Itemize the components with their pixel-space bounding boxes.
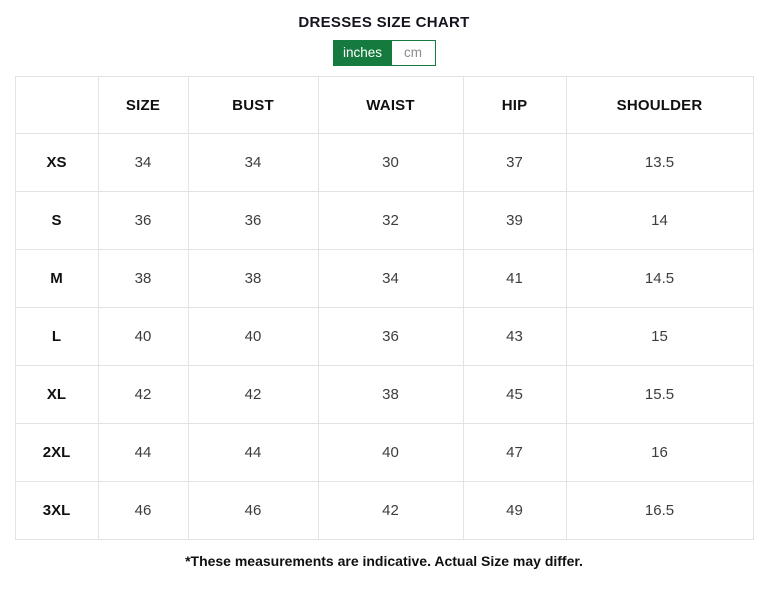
- value-cell: 40: [317, 423, 464, 482]
- table-row: M 38 38 34 41 14.5: [14, 249, 754, 308]
- value-cell: 32: [317, 191, 464, 250]
- table-row: XS 34 34 30 37 13.5: [14, 133, 754, 192]
- table-row: 2XL 44 44 40 47 16: [14, 423, 754, 482]
- value-cell: 38: [97, 249, 189, 308]
- header-cell-hip: HIP: [462, 76, 567, 134]
- header-cell-shoulder: SHOULDER: [565, 76, 754, 134]
- table-header-row: SIZE BUST WAIST HIP SHOULDER: [14, 76, 754, 134]
- value-cell: 40: [187, 307, 319, 366]
- header-cell-waist: WAIST: [317, 76, 464, 134]
- value-cell: 45: [462, 365, 567, 424]
- value-cell: 46: [187, 481, 319, 540]
- table-row: 3XL 46 46 42 49 16.5: [14, 481, 754, 540]
- unit-toggle: inches cm: [332, 40, 436, 66]
- table-row: XL 42 42 38 45 15.5: [14, 365, 754, 424]
- value-cell: 34: [317, 249, 464, 308]
- value-cell: 34: [187, 133, 319, 192]
- value-cell: 44: [97, 423, 189, 482]
- value-cell: 14: [565, 191, 754, 250]
- value-cell: 47: [462, 423, 567, 482]
- value-cell: 46: [97, 481, 189, 540]
- value-cell: 41: [462, 249, 567, 308]
- value-cell: 43: [462, 307, 567, 366]
- size-label-cell: L: [14, 307, 99, 366]
- value-cell: 37: [462, 133, 567, 192]
- value-cell: 36: [97, 191, 189, 250]
- unit-toggle-inches-button[interactable]: inches: [333, 41, 392, 65]
- value-cell: 44: [187, 423, 319, 482]
- value-cell: 16: [565, 423, 754, 482]
- header-cell-bust: BUST: [187, 76, 319, 134]
- disclaimer-note: *These measurements are indicative. Actu…: [185, 553, 583, 569]
- value-cell: 40: [97, 307, 189, 366]
- size-label-cell: 3XL: [14, 481, 99, 540]
- size-chart-table: SIZE BUST WAIST HIP SHOULDER XS 34 34 30…: [14, 76, 754, 540]
- unit-toggle-wrap: inches cm: [0, 40, 768, 66]
- header-cell-size: SIZE: [97, 76, 189, 134]
- table-row: L 40 40 36 43 15: [14, 307, 754, 366]
- size-label-cell: S: [14, 191, 99, 250]
- value-cell: 42: [187, 365, 319, 424]
- header-cell-empty: [14, 76, 99, 134]
- value-cell: 15.5: [565, 365, 754, 424]
- size-label-cell: M: [14, 249, 99, 308]
- size-label-cell: XL: [14, 365, 99, 424]
- table-row: S 36 36 32 39 14: [14, 191, 754, 250]
- value-cell: 15: [565, 307, 754, 366]
- page-title: DRESSES SIZE CHART: [298, 14, 470, 31]
- value-cell: 38: [187, 249, 319, 308]
- value-cell: 14.5: [565, 249, 754, 308]
- value-cell: 42: [97, 365, 189, 424]
- value-cell: 13.5: [565, 133, 754, 192]
- value-cell: 30: [317, 133, 464, 192]
- value-cell: 34: [97, 133, 189, 192]
- value-cell: 36: [317, 307, 464, 366]
- value-cell: 16.5: [565, 481, 754, 540]
- value-cell: 38: [317, 365, 464, 424]
- size-chart-page: DRESSES SIZE CHART inches cm SIZE BUST W…: [0, 14, 768, 569]
- value-cell: 39: [462, 191, 567, 250]
- value-cell: 42: [317, 481, 464, 540]
- value-cell: 36: [187, 191, 319, 250]
- value-cell: 49: [462, 481, 567, 540]
- size-label-cell: 2XL: [14, 423, 99, 482]
- size-label-cell: XS: [14, 133, 99, 192]
- unit-toggle-cm-button[interactable]: cm: [391, 41, 435, 65]
